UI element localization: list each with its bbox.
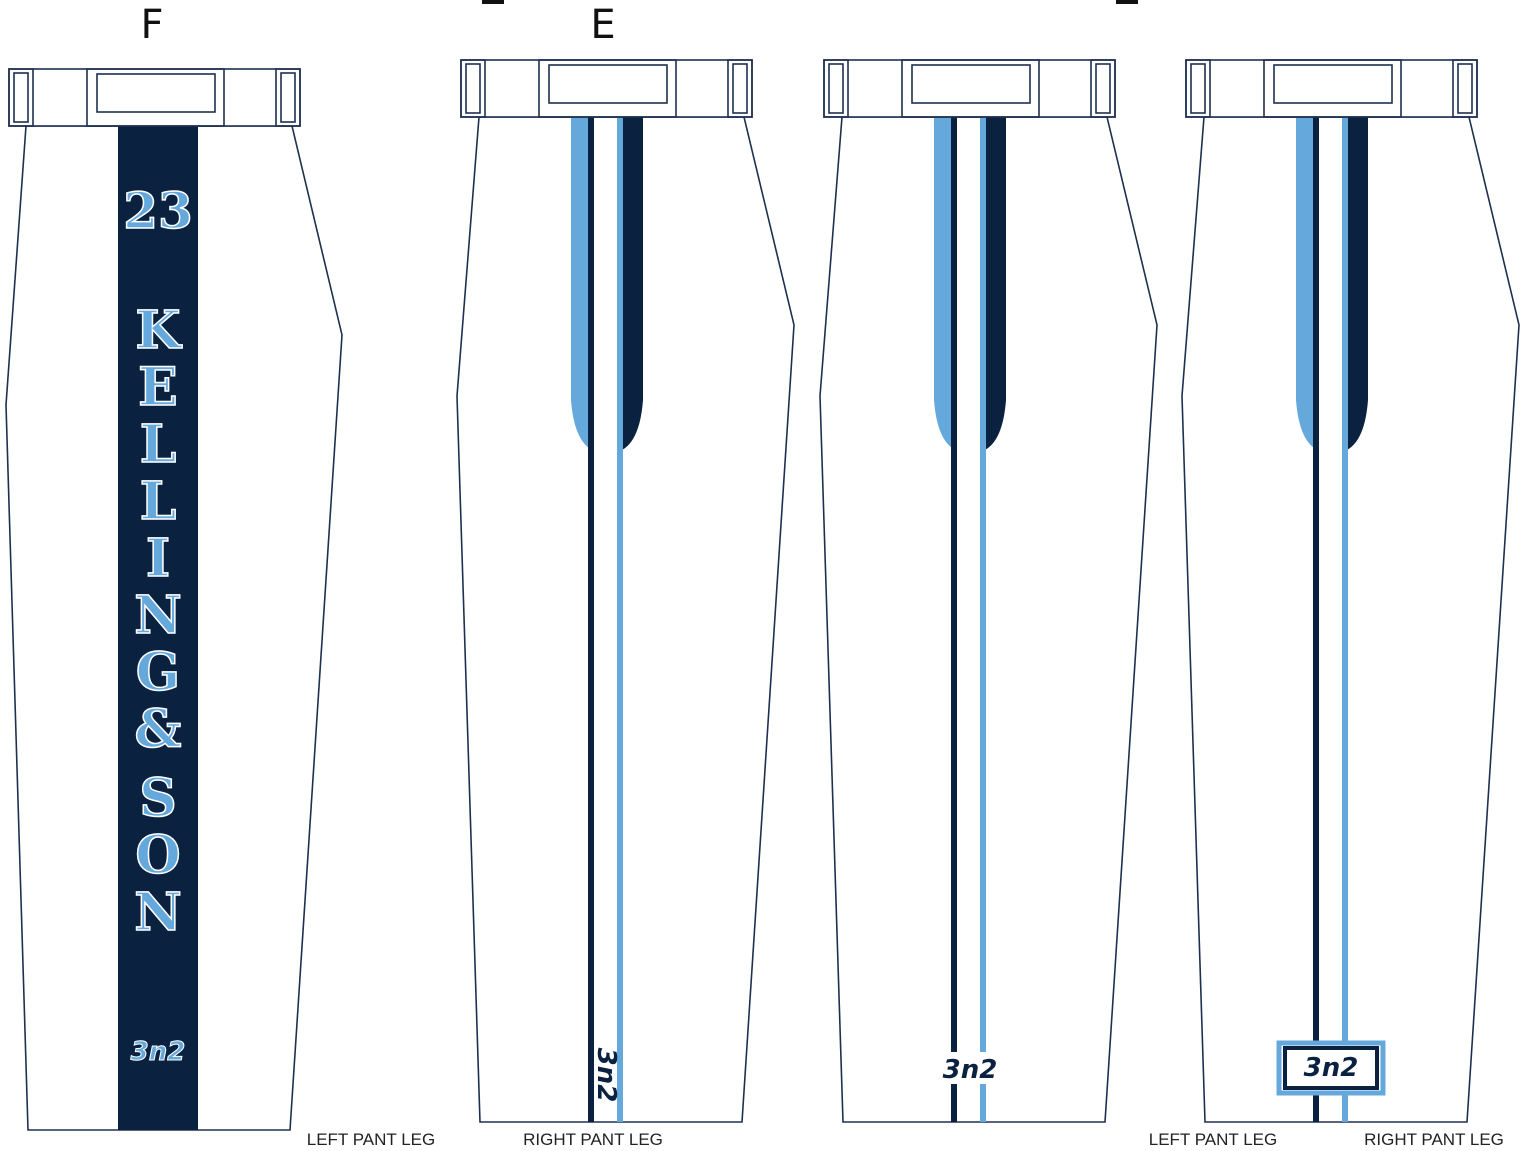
name-letter: L (140, 414, 177, 475)
name-letter: N (134, 585, 182, 646)
light-blue-upper-stripe (1296, 117, 1317, 450)
light-blue-upper-stripe (571, 117, 592, 450)
navy-piping (588, 117, 594, 1122)
caption-left-pant-leg-four: LEFT PANT LEG (1149, 1130, 1278, 1149)
variant-label-e: E (590, 2, 615, 48)
waistband (8, 68, 301, 127)
svg-text:3n2: 3n2 (591, 1048, 621, 1103)
caption-right-pant-leg: RIGHT PANT LEG (523, 1130, 663, 1149)
name-letter: O (135, 825, 180, 886)
brand-logo: 3n2 (1304, 1053, 1359, 1083)
name-letter: G (136, 642, 180, 703)
name-letter: E (138, 357, 178, 418)
side-name-stripe (118, 126, 198, 1130)
navy-upper-stripe (985, 117, 1006, 450)
pant-leg-panel-four: 3n2 (1181, 59, 1520, 1123)
light-blue-upper-stripe (934, 117, 955, 450)
variant-label-f: F (140, 2, 163, 48)
name-letter: & (135, 699, 182, 760)
name-letter: S (139, 768, 177, 829)
waistband (460, 59, 753, 118)
brand-logo: 3n2 (943, 1055, 998, 1085)
navy-piping (1313, 117, 1319, 1122)
brand-logo: 3n2 (131, 1037, 186, 1067)
name-letter: K (135, 300, 182, 361)
logo-box-navy-frame (1283, 1046, 1379, 1090)
waistband (823, 59, 1116, 118)
top-crop-mark-left (482, 0, 504, 4)
navy-upper-stripe (1347, 117, 1368, 450)
brand-logo-vertical: 3n2 (591, 1048, 621, 1103)
name-letter: N (134, 882, 182, 943)
pant-leg-panel-e: 3n2 (456, 59, 795, 1123)
caption-right-pant-leg-four: RIGHT PANT LEG (1364, 1130, 1504, 1149)
waistband (1185, 59, 1478, 118)
player-number: 23 (123, 181, 193, 240)
logo-backing (930, 1052, 1010, 1084)
light-blue-piping (1342, 117, 1348, 1122)
name-letter: L (140, 471, 177, 532)
navy-piping (951, 117, 957, 1122)
top-crop-mark-right (1116, 0, 1138, 4)
pant-leg-panel-three: 3n2 (819, 59, 1158, 1123)
light-blue-piping (980, 117, 986, 1122)
navy-upper-stripe (622, 117, 643, 450)
light-blue-piping (617, 117, 623, 1122)
name-letter: I (146, 528, 170, 589)
caption-left-pant-leg: LEFT PANT LEG (307, 1130, 436, 1149)
